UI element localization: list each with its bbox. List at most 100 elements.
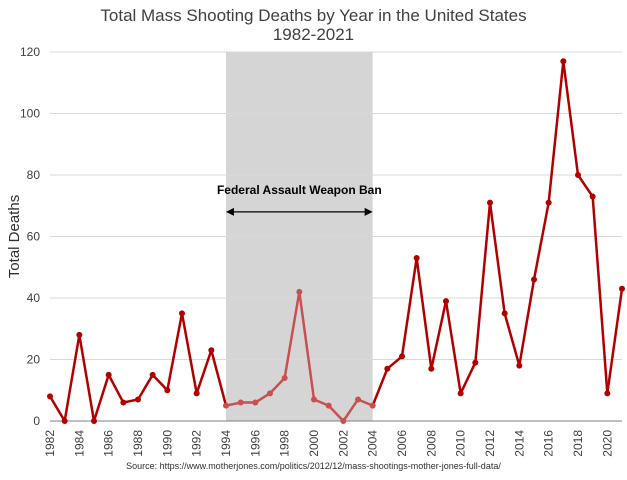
y-axis-label: Total Deaths <box>6 195 23 278</box>
series-segment <box>92 373 110 423</box>
source-note: Source: https://www.motherjones.com/poli… <box>126 461 501 471</box>
data-point <box>340 418 347 424</box>
series-segment <box>576 173 594 198</box>
series-segment <box>591 195 609 395</box>
x-tick-label: 2014 <box>512 430 526 457</box>
y-tick-label: 100 <box>20 107 40 121</box>
series-segment <box>547 59 565 204</box>
series-segment <box>298 290 316 401</box>
x-tick-label: 2010 <box>454 430 468 457</box>
x-tick-label: 2008 <box>424 430 438 457</box>
x-tick-label: 1982 <box>43 430 57 457</box>
y-tick-label: 120 <box>20 45 40 59</box>
data-point <box>399 353 405 360</box>
x-tick-label: 2002 <box>336 430 350 457</box>
series-segment <box>518 278 536 367</box>
data-point <box>193 390 200 397</box>
series-segment <box>386 355 404 370</box>
series-segment <box>430 299 448 370</box>
data-point <box>516 362 523 369</box>
x-tick-label: 2000 <box>307 430 321 457</box>
y-tick-label: 0 <box>33 414 40 428</box>
data-point <box>560 58 567 65</box>
data-point <box>149 371 156 378</box>
series-segment <box>488 201 506 315</box>
data-point <box>61 418 68 424</box>
data-point <box>164 387 171 394</box>
series-segment <box>459 361 477 395</box>
x-tick-label: 1990 <box>160 430 174 457</box>
data-point <box>105 371 112 378</box>
data-point <box>91 418 97 424</box>
x-tick-label: 1998 <box>278 430 292 457</box>
series-segment <box>283 290 301 380</box>
data-point <box>384 365 391 372</box>
data-point <box>531 276 537 283</box>
series-segment <box>415 256 433 370</box>
data-point <box>487 199 493 206</box>
data-point <box>120 399 127 406</box>
chart-subtitle: 1982-2021 <box>272 25 355 44</box>
data-point <box>472 359 479 366</box>
series-segment <box>268 376 286 395</box>
series-segment <box>166 312 184 392</box>
x-tick-label: 1986 <box>102 430 116 457</box>
chart-title: Total Mass Shooting Deaths by Year in th… <box>100 6 527 25</box>
data-point <box>135 396 141 403</box>
series-segment <box>444 299 462 395</box>
x-tick-label: 1992 <box>190 430 204 457</box>
data-point <box>296 288 303 295</box>
data-point <box>311 396 317 403</box>
arrow-head-left <box>226 207 234 216</box>
series-segment <box>562 59 580 177</box>
y-tick-label: 60 <box>27 230 41 244</box>
data-point <box>545 199 552 206</box>
data-point <box>325 402 332 409</box>
x-tick-label: 2016 <box>542 430 556 457</box>
series-segment <box>503 312 521 367</box>
data-point <box>457 390 464 397</box>
data-point <box>355 396 361 403</box>
data-point <box>237 399 244 406</box>
data-point <box>619 285 625 292</box>
x-tick-label: 2018 <box>571 430 585 457</box>
series-segment <box>400 256 418 358</box>
x-tick-label: 2006 <box>395 430 409 457</box>
series-segment <box>48 395 66 423</box>
data-point <box>413 255 420 262</box>
series-segment <box>63 333 81 423</box>
y-tick-label: 80 <box>27 168 41 182</box>
series-segment <box>371 367 389 407</box>
data-point <box>223 402 229 409</box>
data-point <box>267 390 273 397</box>
series-segment <box>151 373 169 392</box>
annotation-label: Federal Assault Weapon Ban <box>217 183 382 197</box>
data-point <box>575 172 581 178</box>
arrow-head-right <box>364 207 373 216</box>
series-segment <box>78 333 96 423</box>
x-tick-label: 1984 <box>72 430 86 457</box>
series-segment <box>606 287 624 395</box>
series-segment <box>195 349 213 395</box>
data-point <box>252 399 259 406</box>
x-tick-label: 2004 <box>366 430 380 457</box>
data-point <box>604 390 611 397</box>
series-segment <box>107 373 125 404</box>
data-point <box>179 310 185 317</box>
data-point <box>428 365 435 372</box>
x-tick-label: 2020 <box>600 430 614 457</box>
data-point <box>501 310 508 317</box>
data-point <box>208 347 215 354</box>
series-segment <box>327 404 345 423</box>
y-tick-label: 40 <box>27 291 41 305</box>
series-segment <box>532 201 550 281</box>
data-point <box>369 402 376 409</box>
series-segment <box>180 312 198 395</box>
data-point <box>443 298 449 305</box>
x-tick-label: 2012 <box>483 430 497 457</box>
data-point <box>281 374 288 381</box>
series-segment <box>474 201 492 364</box>
x-tick-label: 1994 <box>219 430 233 457</box>
